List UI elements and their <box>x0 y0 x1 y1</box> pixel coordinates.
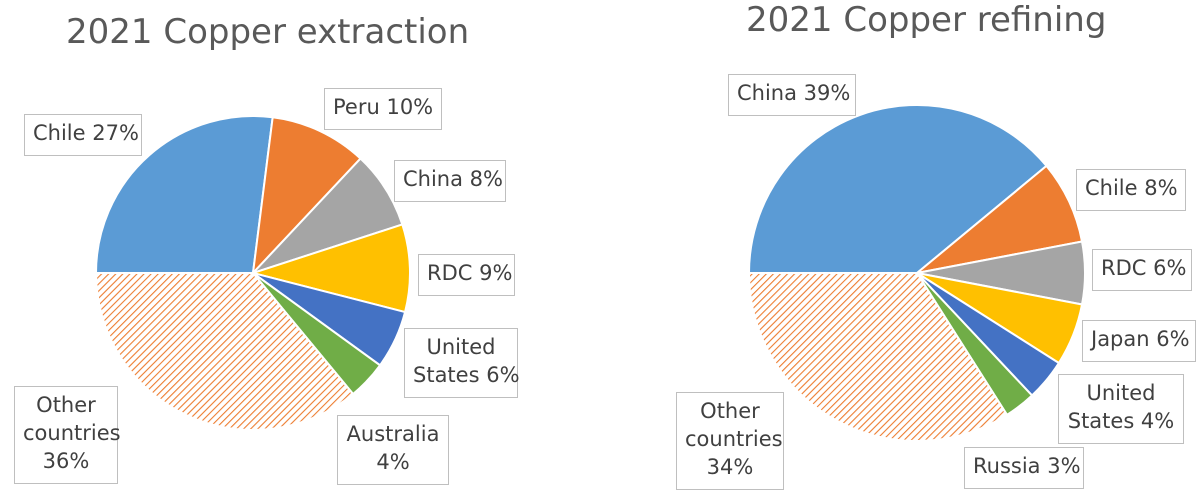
extraction-label-china: China 8% <box>394 160 506 202</box>
refining-slice-other-countries <box>747 272 1009 443</box>
extraction-label-australia: Australia 4% <box>337 415 449 485</box>
pie-extraction <box>94 115 412 431</box>
refining-label-rdc: RDC 6% <box>1092 249 1192 291</box>
extraction-slice-chile <box>94 115 274 274</box>
refining-slice-china <box>747 103 1048 274</box>
extraction-label-chile: Chile 27% <box>24 114 142 156</box>
chart-title-extraction: 2021 Copper extraction <box>66 12 470 52</box>
pie-refining <box>747 103 1086 443</box>
extraction-slice-rdc <box>249 223 412 314</box>
extraction-slice-other-countries <box>94 272 355 431</box>
refining-label-japan: Japan 6% <box>1082 320 1196 362</box>
extraction-label-other-countries: Other countries 36% <box>14 386 121 484</box>
refining-label-other-countries: Other countries 34% <box>676 392 784 490</box>
extraction-label-rdc: RDC 9% <box>418 254 515 296</box>
refining-label-chile: Chile 8% <box>1076 169 1186 211</box>
chart-title-refining: 2021 Copper refining <box>746 0 1107 40</box>
refining-label-china: China 39% <box>728 74 856 116</box>
extraction-slice-peru <box>251 116 362 276</box>
extraction-label-united-states: United States 6% <box>404 328 520 398</box>
extraction-label-peru: Peru 10% <box>324 88 442 130</box>
refining-label-russia: Russia 3% <box>964 447 1084 489</box>
refining-label-united-states: United States 4% <box>1058 374 1184 444</box>
